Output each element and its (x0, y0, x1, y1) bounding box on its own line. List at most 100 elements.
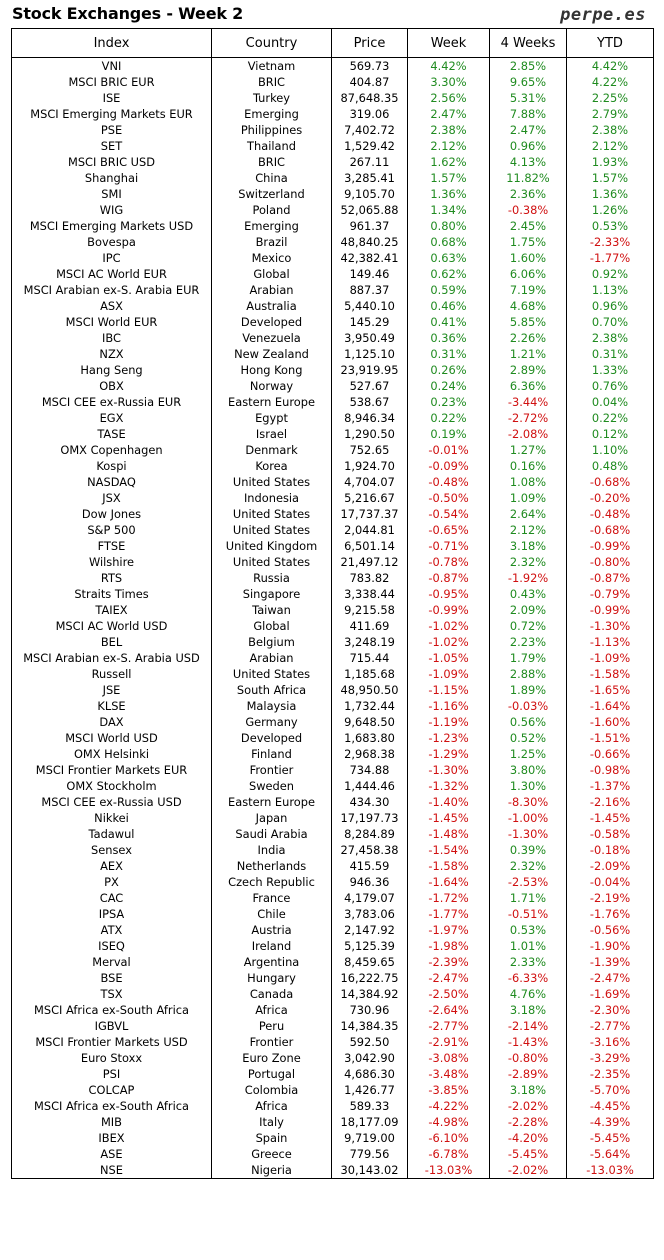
table-row: ASE Greece 779.56 -6.78% -5.45% -5.64% (11, 1146, 654, 1162)
cell-price: 2,044.81 (331, 522, 408, 538)
cell-price: 3,248.19 (331, 634, 408, 650)
cell-4-weeks: -2.02% (489, 1162, 567, 1179)
cell-price: 752.65 (331, 442, 408, 458)
cell-index: MSCI BRIC EUR (11, 74, 212, 90)
cell-ytd: -2.47% (566, 970, 654, 986)
cell-4-weeks: -5.45% (489, 1146, 567, 1162)
cell-country: United States (211, 554, 332, 570)
cell-4-weeks: 0.16% (489, 458, 567, 474)
cell-4-weeks: 1.71% (489, 890, 567, 906)
cell-index: NASDAQ (11, 474, 212, 490)
cell-ytd: -5.70% (566, 1082, 654, 1098)
cell-ytd: 0.76% (566, 378, 654, 394)
cell-4-weeks: 1.01% (489, 938, 567, 954)
cell-4-weeks: 4.68% (489, 298, 567, 314)
cell-4-weeks: 2.26% (489, 330, 567, 346)
cell-price: 734.88 (331, 762, 408, 778)
cell-4-weeks: 0.53% (489, 922, 567, 938)
cell-week: -6.10% (407, 1130, 490, 1146)
cell-price: 415.59 (331, 858, 408, 874)
cell-4-weeks: 11.82% (489, 170, 567, 186)
cell-country: Russia (211, 570, 332, 586)
cell-week: -13.03% (407, 1162, 490, 1179)
cell-4-weeks: 5.31% (489, 90, 567, 106)
cell-ytd: -1.45% (566, 810, 654, 826)
cell-ytd: -4.45% (566, 1098, 654, 1114)
cell-week: 0.41% (407, 314, 490, 330)
cell-week: -6.78% (407, 1146, 490, 1162)
cell-4-weeks: 0.72% (489, 618, 567, 634)
cell-price: 592.50 (331, 1034, 408, 1050)
cell-4-weeks: 3.18% (489, 538, 567, 554)
cell-4-weeks: -2.02% (489, 1098, 567, 1114)
cell-country: United States (211, 506, 332, 522)
cell-4-weeks: 1.89% (489, 682, 567, 698)
cell-index: MSCI Frontier Markets EUR (11, 762, 212, 778)
table-row: SMI Switzerland 9,105.70 1.36% 2.36% 1.36% (11, 186, 654, 202)
table-row: PSI Portugal 4,686.30 -3.48% -2.89% -2.35% (11, 1066, 654, 1082)
cell-ytd: 0.12% (566, 426, 654, 442)
cell-4-weeks: 2.33% (489, 954, 567, 970)
cell-ytd: -1.77% (566, 250, 654, 266)
cell-country: Australia (211, 298, 332, 314)
cell-price: 3,783.06 (331, 906, 408, 922)
cell-index: IPSA (11, 906, 212, 922)
cell-price: 1,290.50 (331, 426, 408, 442)
cell-price: 27,458.38 (331, 842, 408, 858)
cell-week: -1.72% (407, 890, 490, 906)
cell-ytd: 2.25% (566, 90, 654, 106)
cell-country: New Zealand (211, 346, 332, 362)
column-header-4-weeks: 4 Weeks (489, 28, 567, 58)
cell-ytd: 2.12% (566, 138, 654, 154)
cell-country: Frontier (211, 762, 332, 778)
cell-index: MSCI BRIC USD (11, 154, 212, 170)
cell-week: 1.62% (407, 154, 490, 170)
table-row: OMX Helsinki Finland 2,968.38 -1.29% 1.25% -0… (11, 746, 654, 762)
cell-ytd: -0.68% (566, 522, 654, 538)
cell-index: ATX (11, 922, 212, 938)
cell-ytd: -0.20% (566, 490, 654, 506)
cell-4-weeks: 1.75% (489, 234, 567, 250)
cell-country: United States (211, 522, 332, 538)
cell-price: 2,968.38 (331, 746, 408, 762)
cell-index: Shanghai (11, 170, 212, 186)
cell-ytd: -1.58% (566, 666, 654, 682)
cell-ytd: -0.58% (566, 826, 654, 842)
cell-index: MSCI Arabian ex-S. Arabia USD (11, 650, 212, 666)
cell-ytd: -1.69% (566, 986, 654, 1002)
cell-price: 9,719.00 (331, 1130, 408, 1146)
cell-ytd: -5.64% (566, 1146, 654, 1162)
brand-logo: perpe.es (560, 5, 646, 25)
cell-4-weeks: -2.72% (489, 410, 567, 426)
cell-country: Czech Republic (211, 874, 332, 890)
cell-week: -1.48% (407, 826, 490, 842)
cell-country: Developed (211, 730, 332, 746)
cell-week: -0.09% (407, 458, 490, 474)
cell-country: Philippines (211, 122, 332, 138)
cell-week: -0.71% (407, 538, 490, 554)
column-header-country: Country (211, 28, 332, 58)
cell-index: CAC (11, 890, 212, 906)
cell-country: Egypt (211, 410, 332, 426)
cell-country: Denmark (211, 442, 332, 458)
cell-index: TAIEX (11, 602, 212, 618)
cell-price: 1,924.70 (331, 458, 408, 474)
cell-index: MSCI AC World EUR (11, 266, 212, 282)
cell-country: Venezuela (211, 330, 332, 346)
table-row: Hang Seng Hong Kong 23,919.95 0.26% 2.89% 1.3… (11, 362, 654, 378)
cell-price: 8,946.34 (331, 410, 408, 426)
cell-week: 4.42% (407, 57, 490, 74)
cell-country: Saudi Arabia (211, 826, 332, 842)
cell-index: Kospi (11, 458, 212, 474)
cell-4-weeks: 2.47% (489, 122, 567, 138)
cell-index: PSI (11, 1066, 212, 1082)
cell-price: 1,444.46 (331, 778, 408, 794)
column-header-week: Week (407, 28, 490, 58)
table-row: Bovespa Brazil 48,840.25 0.68% 1.75% -2.33% (11, 234, 654, 250)
cell-country: Peru (211, 1018, 332, 1034)
cell-week: -1.32% (407, 778, 490, 794)
cell-country: Greece (211, 1146, 332, 1162)
cell-4-weeks: 2.36% (489, 186, 567, 202)
cell-price: 9,648.50 (331, 714, 408, 730)
cell-ytd: 0.48% (566, 458, 654, 474)
